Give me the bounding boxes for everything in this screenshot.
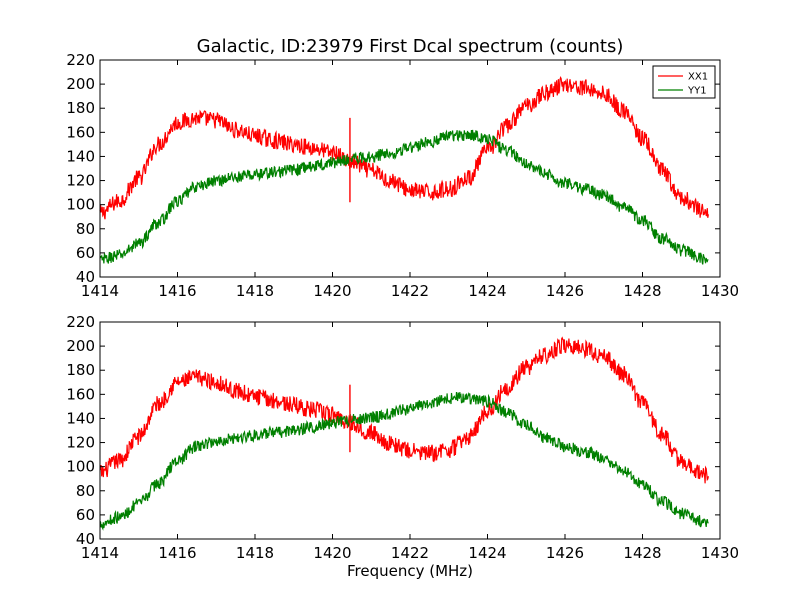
y-tick-label: 80 xyxy=(76,220,95,238)
y-tick-label: 120 xyxy=(66,434,95,452)
y-tick-label: 160 xyxy=(66,123,95,141)
y-tick-label: 220 xyxy=(66,51,95,69)
series-line-xx1 xyxy=(99,336,709,484)
x-tick-label: 1420 xyxy=(313,282,351,300)
x-tick-label: 1414 xyxy=(81,544,119,562)
y-tick-label: 120 xyxy=(66,172,95,190)
x-tick-label: 1416 xyxy=(158,282,196,300)
y-tick-label: 60 xyxy=(76,244,95,262)
legend-box xyxy=(652,65,716,99)
y-tick-label: 200 xyxy=(66,75,95,93)
legend-label-yy1: YY1 xyxy=(687,86,707,97)
y-tick-label: 100 xyxy=(66,196,95,214)
x-tick-label: 1418 xyxy=(236,282,274,300)
subplot-top: 1414 1416 1418 1420 1422 1424 1426 1428 1430 40 60… xyxy=(66,51,739,300)
y-tick-label: 180 xyxy=(66,99,95,117)
x-axis-label: Frequency (MHz) xyxy=(347,562,473,580)
y-tick-label: 40 xyxy=(76,268,95,286)
series-line-yy1 xyxy=(99,391,709,531)
series-line-xx1 xyxy=(99,76,709,220)
x-tick-label: 1424 xyxy=(468,544,506,562)
x-tick-label: 1418 xyxy=(236,544,274,562)
y-tick-label: 140 xyxy=(66,409,95,427)
chart-title: Galactic, ID:23979 First Dcal spectrum (… xyxy=(197,36,624,57)
y-tick-label: 100 xyxy=(66,458,95,476)
y-tick-label: 40 xyxy=(76,530,95,548)
series-line-yy1 xyxy=(99,129,709,265)
x-tick-label: 1430 xyxy=(701,282,739,300)
y-tick-label: 80 xyxy=(76,482,95,500)
y-tick-label: 220 xyxy=(66,313,95,331)
y-tick-label: 200 xyxy=(66,337,95,355)
x-tick-label: 1422 xyxy=(391,282,429,300)
x-tick-label: 1430 xyxy=(701,544,739,562)
y-tick-label: 140 xyxy=(66,147,95,165)
x-tick-label: 1422 xyxy=(391,544,429,562)
y-tick-label: 180 xyxy=(66,361,95,379)
x-tick-label: 1424 xyxy=(468,282,506,300)
x-tick-label: 1426 xyxy=(546,282,584,300)
y-tick-label: 160 xyxy=(66,385,95,403)
x-tick-label: 1416 xyxy=(158,544,196,562)
x-tick-label: 1428 xyxy=(623,282,661,300)
x-tick-label: 1426 xyxy=(546,544,584,562)
legend-label-xx1: XX1 xyxy=(688,72,708,83)
y-tick-label: 60 xyxy=(76,506,95,524)
x-tick-label: 1428 xyxy=(623,544,661,562)
x-tick-label: 1420 xyxy=(313,544,351,562)
x-tick-label: 1414 xyxy=(81,282,119,300)
subplot-bottom: 1414 1416 1418 1420 1422 1424 1426 1428 1430 40 60… xyxy=(66,313,739,562)
